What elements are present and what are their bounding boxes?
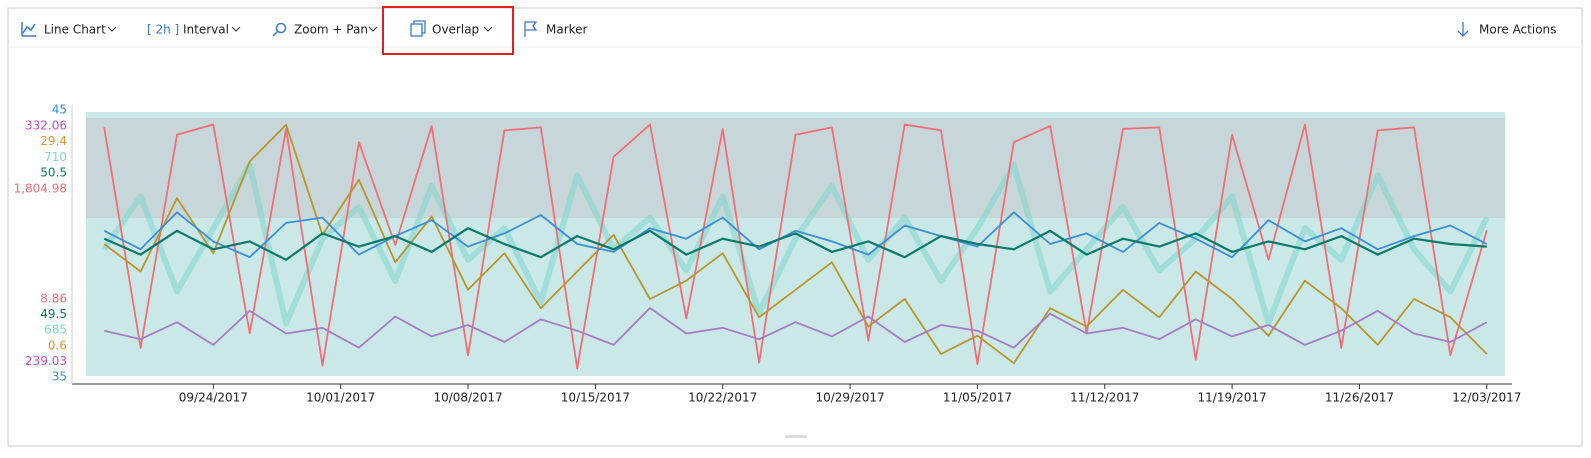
- x-tick-label: 10/22/2017: [688, 391, 757, 405]
- icon: [524, 21, 538, 37]
- button-label: Line Chart: [44, 23, 106, 37]
- y-max-label: 45: [52, 103, 67, 117]
- chevron: [368, 26, 378, 32]
- x-tick-label: 10/01/2017: [306, 391, 375, 405]
- button-label: Marker: [546, 23, 588, 37]
- series-line: [103, 123, 1488, 370]
- x-tick-label: 11/12/2017: [1070, 391, 1139, 405]
- chevron: [483, 26, 493, 32]
- icon: [1457, 22, 1469, 37]
- chevron: [107, 26, 117, 32]
- series-line: [103, 123, 1488, 365]
- icon: [21, 22, 36, 37]
- x-tick-label: 10/15/2017: [561, 391, 630, 405]
- overlap-button[interactable]: Overlap: [382, 6, 514, 55]
- series-line: [103, 227, 1487, 261]
- button-label: Zoom + Pan: [294, 23, 368, 37]
- y-min-label: 0.6: [48, 338, 67, 352]
- y-min-label: 49.5: [40, 307, 67, 321]
- y-min-label: 685: [44, 323, 67, 337]
- series-line: [103, 211, 1488, 259]
- y-max-label: 332.06: [25, 118, 67, 132]
- more-actions-button[interactable]: More Actions: [1457, 22, 1556, 37]
- plot-band: [86, 118, 1505, 218]
- x-tick-label: 10/29/2017: [815, 391, 884, 405]
- icon: [272, 30, 279, 37]
- interval-button[interactable]: [ 2h ] Interval: [147, 23, 241, 37]
- button-label: Interval: [183, 23, 229, 37]
- icon: [413, 20, 426, 34]
- y-min-label: 239.03: [25, 354, 67, 368]
- zoom-pan-button[interactable]: Zoom + Pan: [272, 22, 378, 37]
- y-min-label: 8.86: [40, 292, 67, 306]
- x-tick-label: 11/05/2017: [943, 391, 1012, 405]
- series-line: [103, 307, 1488, 349]
- x-tick-label: 09/24/2017: [179, 391, 248, 405]
- button-label: More Actions: [1479, 23, 1556, 37]
- series-line: [101, 161, 1490, 327]
- button-label: Overlap: [432, 23, 479, 37]
- y-max-label: 29.4: [40, 134, 67, 148]
- interval-value: [ 2h ]: [147, 23, 179, 37]
- line-chart-button[interactable]: Line Chart: [21, 22, 117, 37]
- marker-button[interactable]: Marker: [524, 21, 588, 37]
- x-tick-label: 10/08/2017: [433, 391, 502, 405]
- y-min-label: 35: [52, 370, 67, 384]
- y-max-label: 710: [44, 150, 67, 164]
- x-tick-label: 11/26/2017: [1325, 391, 1394, 405]
- icon: [410, 23, 423, 37]
- icon: [275, 22, 287, 34]
- chevron: [231, 26, 241, 32]
- y-max-label: 50.5: [40, 166, 67, 180]
- resize-handle: [785, 435, 807, 438]
- x-tick-label: 11/19/2017: [1198, 391, 1267, 405]
- y-max-label: 1,804.98: [14, 182, 67, 196]
- highlight-box: [382, 6, 514, 55]
- x-tick-label: 12/03/2017: [1452, 391, 1521, 405]
